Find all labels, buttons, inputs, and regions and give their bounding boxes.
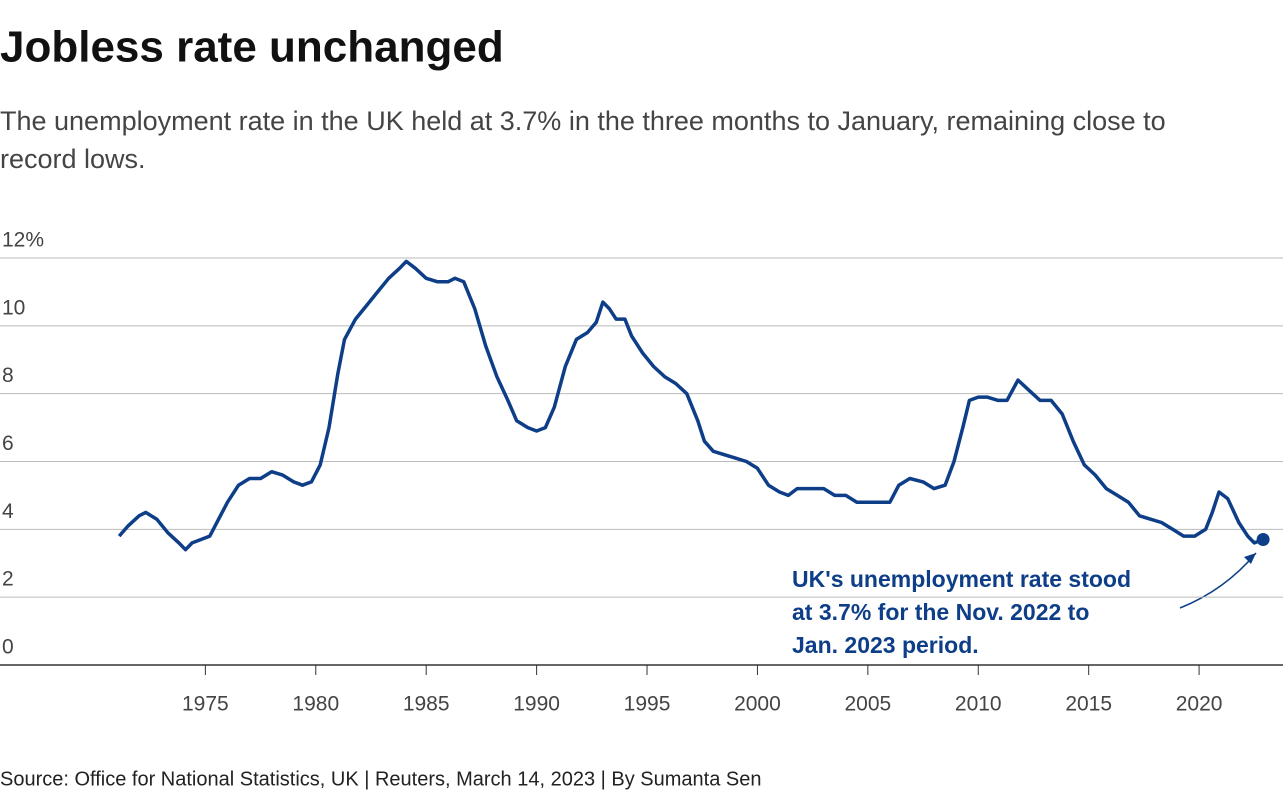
annotation: UK's unemployment rate stood [792, 566, 1131, 592]
x-tick-label: 2000 [734, 693, 781, 716]
x-tick-label: 2020 [1176, 693, 1223, 716]
arrow-head [1244, 553, 1256, 564]
annotation: at 3.7% for the Nov. 2022 to [792, 599, 1089, 625]
subtitle: The unemployment rate in the UK held at … [0, 106, 1166, 136]
y-tick-label: 12% [2, 229, 44, 252]
subtitle: record lows. [0, 144, 146, 174]
x-tick-label: 1990 [513, 693, 560, 716]
y-tick-label: 0 [2, 636, 14, 659]
y-tick-label: 10 [2, 296, 25, 319]
y-tick-label: 4 [2, 500, 14, 523]
x-tick-label: 2015 [1065, 693, 1112, 716]
annotation-arrow [1179, 552, 1257, 609]
x-tick-label: 2010 [955, 693, 1002, 716]
y-tick-label: 2 [2, 568, 14, 591]
source: Source: Office for National Statistics, … [0, 768, 761, 790]
line [117, 259, 1264, 552]
y-tick-label: 8 [2, 364, 14, 387]
x-tick-label: 1995 [624, 693, 671, 716]
annotation: Jan. 2023 period. [792, 632, 979, 658]
end-dot [1256, 533, 1270, 547]
y-tick-label: 6 [2, 432, 14, 455]
x-tick-label: 1980 [292, 693, 339, 716]
x-tick-label: 1975 [182, 693, 229, 716]
x-tick-label: 2005 [844, 693, 891, 716]
x-tick-label: 1985 [403, 693, 450, 716]
chart-title: Jobless rate unchanged [0, 23, 504, 72]
